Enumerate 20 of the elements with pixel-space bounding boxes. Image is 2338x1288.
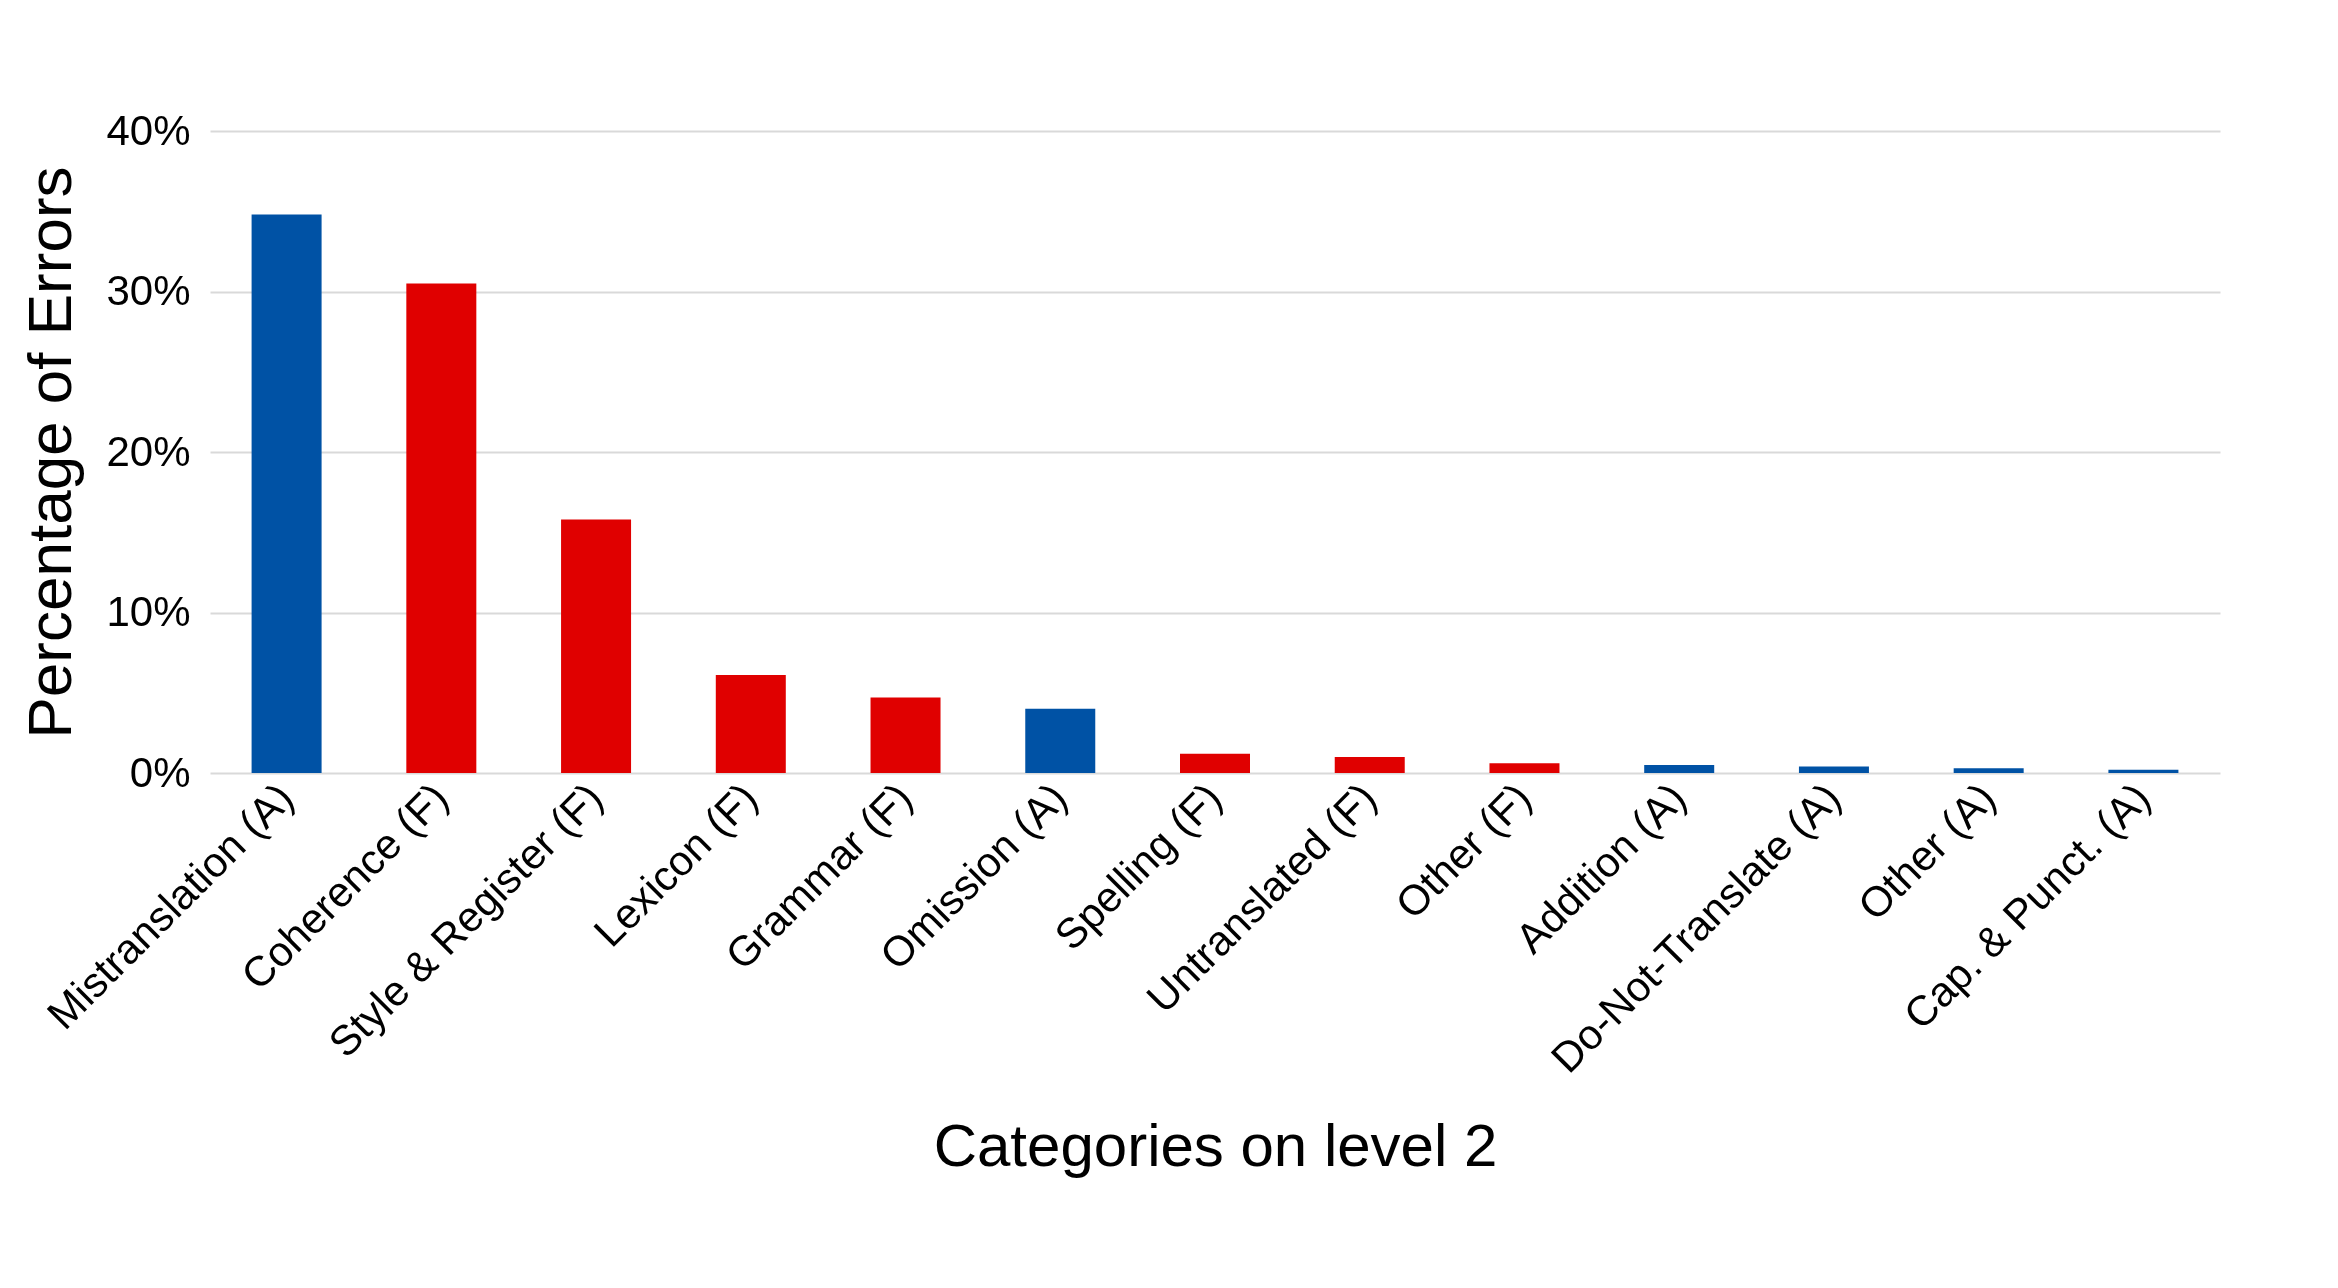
bar: [1644, 764, 1715, 773]
bar: [1334, 756, 1405, 773]
bar: [251, 214, 322, 773]
y-tick-label: 30%: [106, 267, 191, 314]
y-tick-label: 40%: [106, 106, 191, 154]
bar: [715, 675, 786, 773]
y-tick-label: 10%: [106, 588, 191, 635]
bar: [406, 283, 477, 773]
y-tick-label: 0%: [129, 748, 191, 796]
bar: [561, 519, 632, 773]
bar: [870, 697, 941, 773]
bar: [1180, 753, 1250, 773]
bar: [2108, 769, 2179, 773]
bar: [1025, 708, 1096, 773]
y-axis-title: Percentage of Errors: [15, 166, 85, 739]
bar: [1489, 763, 1560, 773]
x-axis-title: Categories on level 2: [933, 1111, 1498, 1179]
bar: [1798, 766, 1869, 773]
bar: [1953, 768, 2024, 773]
y-tick-label: 20%: [106, 427, 191, 475]
